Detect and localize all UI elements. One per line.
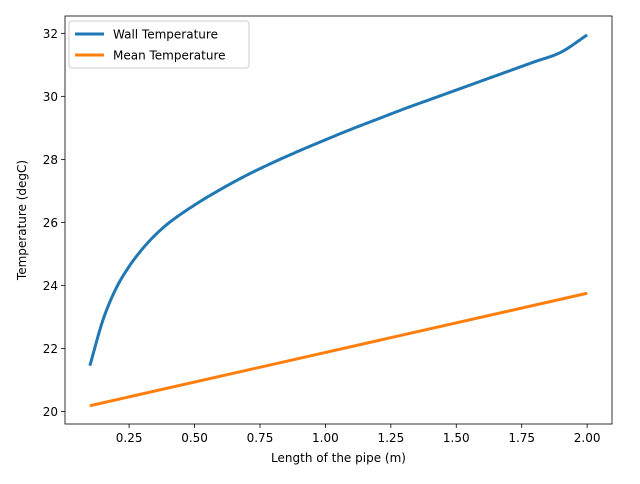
y-tick-label: 30: [43, 90, 58, 104]
series-line-wall-temperature: [88, 33, 588, 367]
legend-label-wall-temperature: Wall Temperature: [113, 28, 218, 42]
y-tick-label: 22: [43, 342, 58, 356]
series-layer: [88, 33, 588, 408]
x-tick-label: 0.25: [116, 431, 143, 445]
x-tick-label: 1.00: [312, 431, 339, 445]
x-tick-label: 1.75: [508, 431, 535, 445]
legend: Wall Temperature Mean Temperature: [68, 20, 250, 69]
x-tick-label: 0.75: [247, 431, 274, 445]
y-tick-label: 28: [43, 153, 58, 167]
x-tick-label: 0.50: [181, 431, 208, 445]
x-tick-label: 1.50: [443, 431, 470, 445]
legend-label-mean-temperature: Mean Temperature: [113, 49, 226, 63]
series-line-mean-temperature: [89, 291, 588, 408]
y-tick-label: 20: [43, 405, 58, 419]
y-tick-label: 32: [43, 27, 58, 41]
x-tick-label: 1.25: [377, 431, 404, 445]
plot-frame: [64, 15, 613, 425]
axes-layer: 0.25 0.50 0.75 1.00 1.25 1.50 1.75 2.00 20 22 24 26…: [43, 15, 613, 445]
y-tick-label: 24: [43, 279, 58, 293]
x-axis-label: Length of the pipe (m): [271, 451, 406, 465]
y-axis-label: Temperature (degC): [15, 160, 29, 281]
legend-box: [68, 20, 250, 69]
y-tick-label: 26: [43, 216, 58, 230]
x-tick-label: 2.00: [574, 431, 601, 445]
